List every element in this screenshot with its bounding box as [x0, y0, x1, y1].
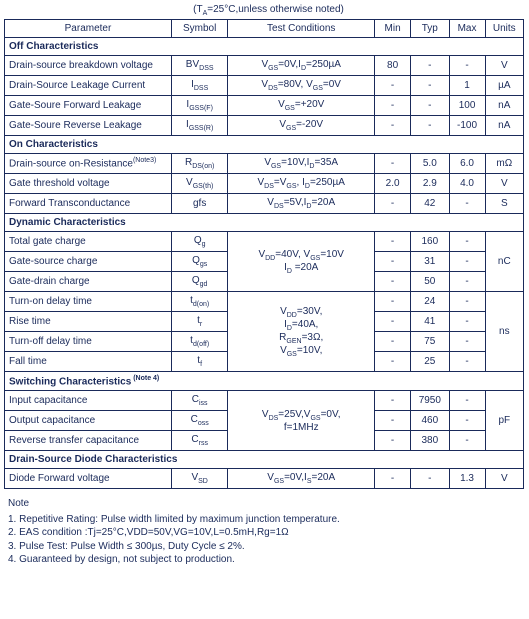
table-row: Input capacitance Ciss VDS=25V,VGS=0V, f…	[5, 391, 524, 411]
section-off: Off Characteristics	[5, 38, 524, 56]
notes-title: Note	[8, 497, 529, 511]
section-switching: Switching Characteristics (Note 4)	[5, 372, 524, 391]
table-row: Turn-on delay time td(on) VDD=30V, ID=40…	[5, 292, 524, 312]
col-min: Min	[375, 20, 411, 38]
table-row: Drain-source on-Resistance(Note3) RDS(on…	[5, 154, 524, 174]
table-row: Drain-Source Leakage Current IDSS VDS=80…	[5, 76, 524, 96]
table-row: Diode Forward voltage VSD VGS=0V,IS=20A …	[5, 469, 524, 489]
table-row: Forward Transconductance gfs VDS=5V,ID=2…	[5, 194, 524, 214]
col-symbol: Symbol	[171, 20, 227, 38]
note-3: 3. Pulse Test: Pulse Width ≤ 300µs, Duty…	[8, 540, 529, 554]
col-cond: Test Conditions	[228, 20, 375, 38]
note-1: 1. Repetitive Rating: Pulse width limite…	[8, 513, 529, 527]
table-row: Drain-source breakdown voltage BVDSS VGS…	[5, 56, 524, 76]
characteristics-table: Parameter Symbol Test Conditions Min Typ…	[4, 19, 524, 489]
table-caption: (TA=25°C,unless otherwise noted)	[4, 4, 529, 17]
section-diode: Drain-Source Diode Characteristics	[5, 451, 524, 469]
note-4: 4. Guaranteed by design, not subject to …	[8, 553, 529, 567]
col-units: Units	[485, 20, 523, 38]
header-row: Parameter Symbol Test Conditions Min Typ…	[5, 20, 524, 38]
table-row: Total gate charge Qg VDD=40V, VGS=10V ID…	[5, 232, 524, 252]
table-row: Gate-Soure Reverse Leakage IGSS(R) VGS=-…	[5, 116, 524, 136]
table-row: Gate-Soure Forward Leakage IGSS(F) VGS=+…	[5, 96, 524, 116]
note-2: 2. EAS condition :Tj=25°C,VDD=50V,VG=10V…	[8, 526, 529, 540]
section-on: On Characteristics	[5, 136, 524, 154]
notes-block: Note 1. Repetitive Rating: Pulse width l…	[4, 497, 529, 567]
col-param: Parameter	[5, 20, 172, 38]
table-row: Gate threshold voltage VGS(th) VDS=VGS, …	[5, 174, 524, 194]
col-typ: Typ	[411, 20, 449, 38]
section-dynamic: Dynamic Characteristics	[5, 214, 524, 232]
col-max: Max	[449, 20, 485, 38]
